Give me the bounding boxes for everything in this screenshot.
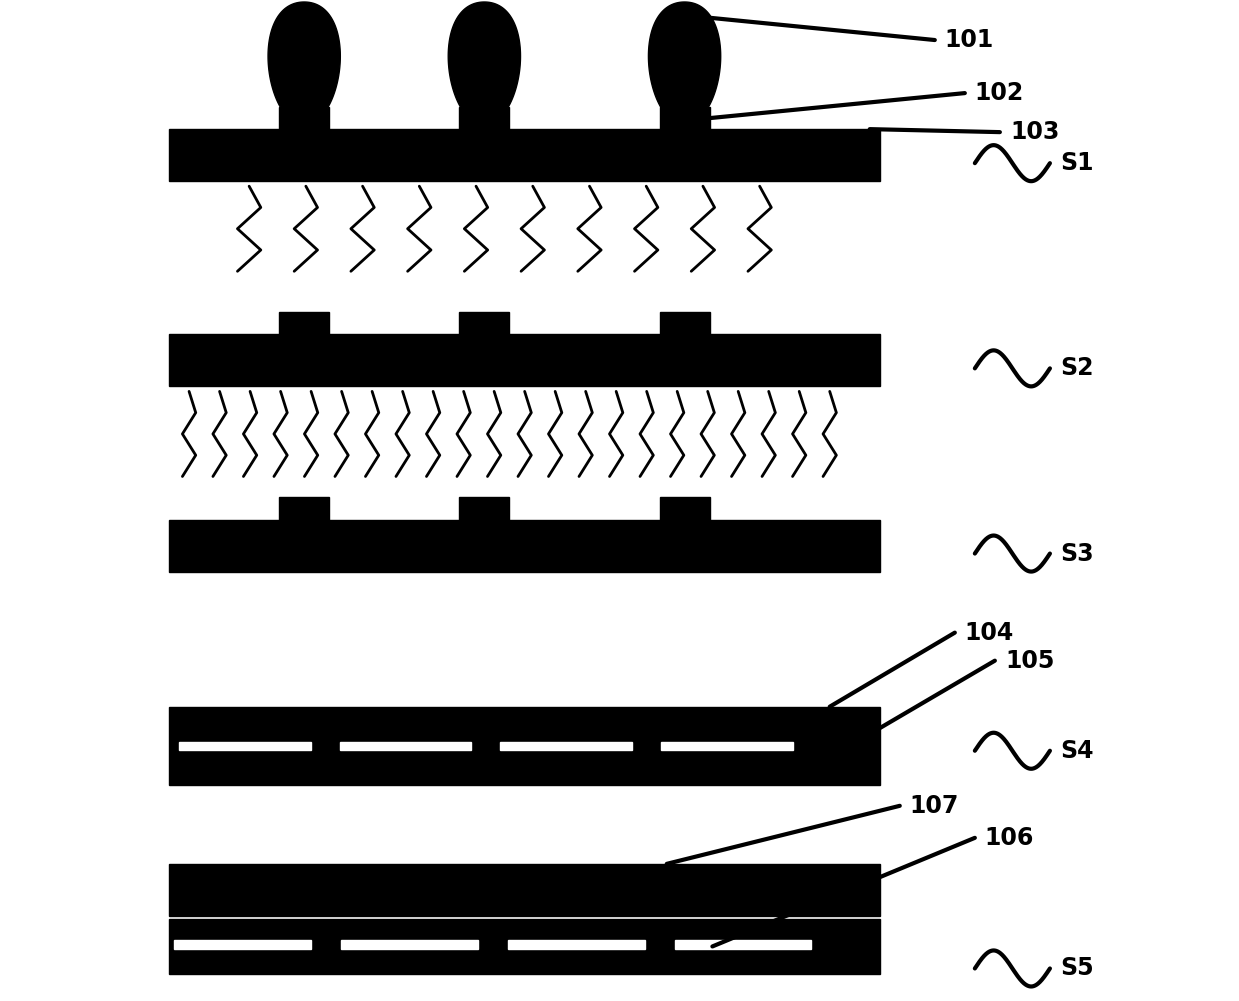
- Bar: [169, 707, 880, 785]
- Bar: [180, 742, 311, 750]
- Text: S1: S1: [1059, 151, 1094, 175]
- Text: 102: 102: [975, 81, 1025, 105]
- Bar: [169, 334, 880, 386]
- Polygon shape: [449, 2, 520, 125]
- Bar: [279, 312, 330, 334]
- Polygon shape: [268, 2, 341, 125]
- Bar: [279, 497, 330, 520]
- Bar: [659, 312, 710, 334]
- Text: 103: 103: [1010, 120, 1059, 144]
- Bar: [339, 742, 471, 750]
- Bar: [169, 129, 880, 181]
- Bar: [659, 107, 710, 129]
- Bar: [508, 940, 644, 949]
- Bar: [173, 940, 311, 949]
- Bar: [660, 742, 793, 750]
- Bar: [169, 919, 880, 974]
- Bar: [460, 497, 509, 520]
- Text: 101: 101: [945, 28, 994, 52]
- Bar: [169, 864, 880, 916]
- Bar: [341, 940, 478, 949]
- Bar: [460, 312, 509, 334]
- Text: S4: S4: [1059, 739, 1094, 763]
- Text: 105: 105: [1005, 649, 1054, 673]
- Bar: [501, 742, 632, 750]
- Text: S3: S3: [1059, 542, 1094, 566]
- Polygon shape: [648, 2, 721, 125]
- Text: 106: 106: [985, 826, 1035, 850]
- Bar: [659, 497, 710, 520]
- Text: S2: S2: [1059, 356, 1094, 380]
- Bar: [460, 107, 509, 129]
- Bar: [674, 940, 812, 949]
- Text: 104: 104: [965, 621, 1014, 645]
- Bar: [279, 107, 330, 129]
- Text: S5: S5: [1059, 957, 1094, 980]
- Bar: [169, 520, 880, 572]
- Text: 107: 107: [909, 794, 959, 818]
